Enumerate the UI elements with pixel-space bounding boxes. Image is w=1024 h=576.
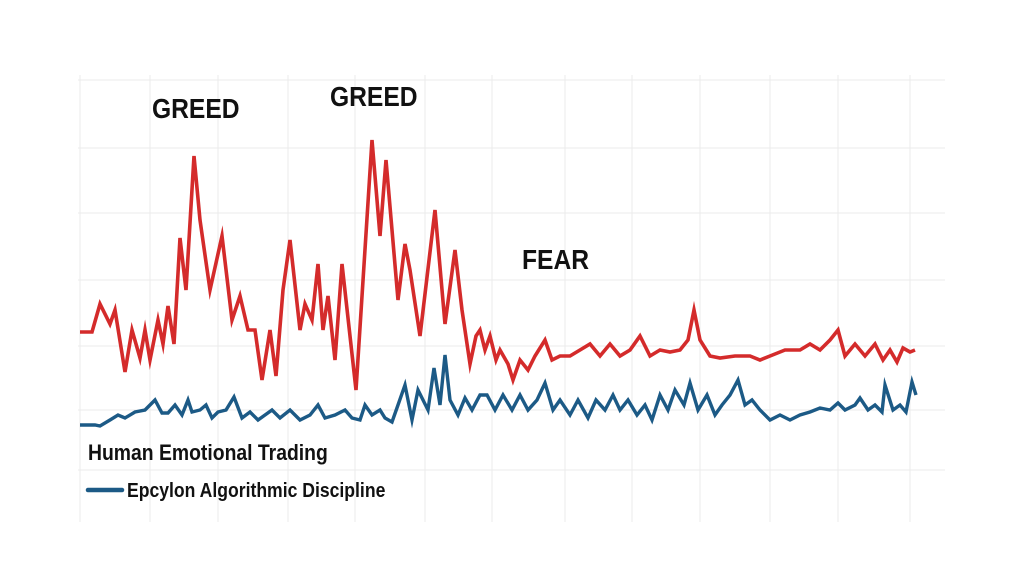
annotation-greed: GREED [152,93,240,125]
legend-label-epcylon-algorithmic-discipline: Epcylon Algorithmic Discipline [127,479,385,501]
legend-label-human-emotional-trading: Human Emotional Trading [88,441,328,465]
annotation-greed: GREED [330,81,418,113]
series-lines [80,139,918,429]
legend: Human Emotional Trading Epcylon Algorith… [85,441,385,501]
series-line-human-emotional-trading [80,139,916,391]
annotation-fear: FEAR [522,244,589,276]
series-line-epcylon-algorithmic-discipline [80,354,918,429]
annotations: GREED GREED FEAR [152,81,589,276]
